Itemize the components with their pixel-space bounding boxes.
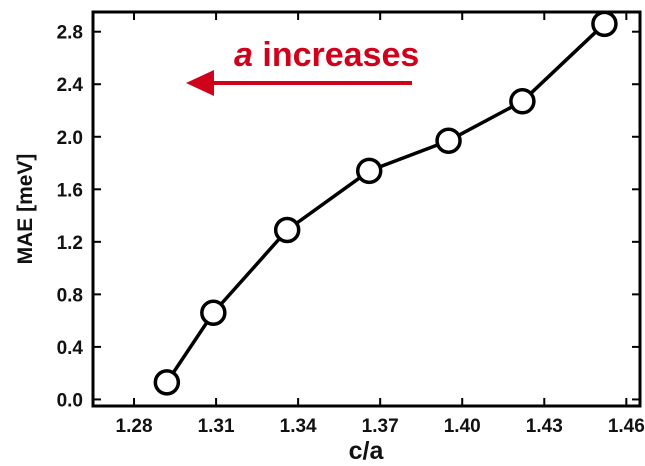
annotation-italic-a: a [234,36,253,74]
x-axis-title: c/a [349,437,385,465]
y-tick-label: 0.0 [57,390,83,411]
data-point [355,157,383,185]
x-tick-label: 1.34 [280,416,317,437]
data-point [591,10,618,38]
data-point [435,127,462,154]
data-point [273,216,301,244]
plot-frame [91,10,642,408]
series-line [165,22,606,384]
axis-ticks [93,12,640,406]
data-point [200,299,227,327]
y-tick-label: 0.4 [57,338,84,359]
x-tick-labels: 1.28 1.31 1.34 1.37 1.40 1.43 1.46 [116,416,645,437]
y-tick-label: 2.4 [57,75,84,96]
x-tick-label: 1.31 [198,416,235,437]
x-tick-label: 1.43 [526,416,563,437]
data-point [509,88,536,115]
annotation-rest: increases [253,36,419,74]
x-tick-label: 1.40 [444,416,481,437]
x-tick-label: 1.37 [362,416,399,437]
series-mae [153,10,618,396]
y-tick-label: 2.8 [57,23,83,44]
y-tick-label: 1.2 [57,233,83,254]
x-tick-label: 1.28 [116,416,153,437]
y-axis-title: MAE [meV] [14,154,37,265]
y-tick-label: 0.8 [57,285,83,306]
y-tick-label: 2.0 [57,128,83,149]
data-point [153,369,181,396]
annotation-arrow-head-icon [186,70,214,96]
y-tick-label: 1.6 [57,180,83,201]
y-tick-labels: 0.0 0.4 0.8 1.2 1.6 2.0 2.4 2.8 [57,23,84,412]
annotation-text: a increases [234,36,419,74]
x-tick-label: 1.46 [608,416,645,437]
annotation: a increases [186,36,419,96]
